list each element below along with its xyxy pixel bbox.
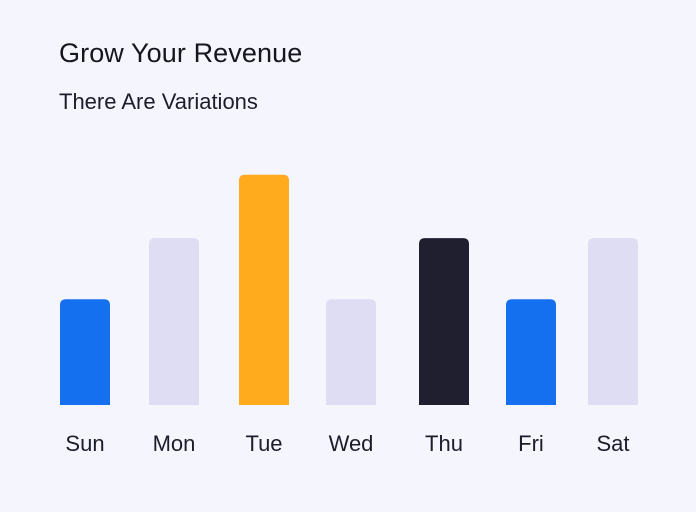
tick-label-thu: Thu: [425, 431, 463, 456]
tick-label-wed: Wed: [329, 431, 374, 456]
bar-wed: [326, 299, 376, 405]
tick-label-sun: Sun: [65, 431, 104, 456]
tick-label-mon: Mon: [153, 431, 196, 456]
bars-group: [60, 174, 638, 405]
chart-title: Grow Your Revenue: [59, 38, 303, 68]
tick-label-fri: Fri: [518, 431, 544, 456]
tick-label-sat: Sat: [596, 431, 629, 456]
bar-fri: [506, 299, 556, 405]
bar-sat: [588, 238, 638, 405]
bar-tue: [239, 174, 289, 405]
x-axis-ticks: Sun Mon Tue Wed Thu Fri Sat: [65, 431, 629, 456]
chart-subtitle: There Are Variations: [59, 89, 258, 114]
bar-mon: [149, 238, 199, 405]
tick-label-tue: Tue: [245, 431, 282, 456]
bar-sun: [60, 299, 110, 405]
bar-thu: [419, 238, 469, 405]
